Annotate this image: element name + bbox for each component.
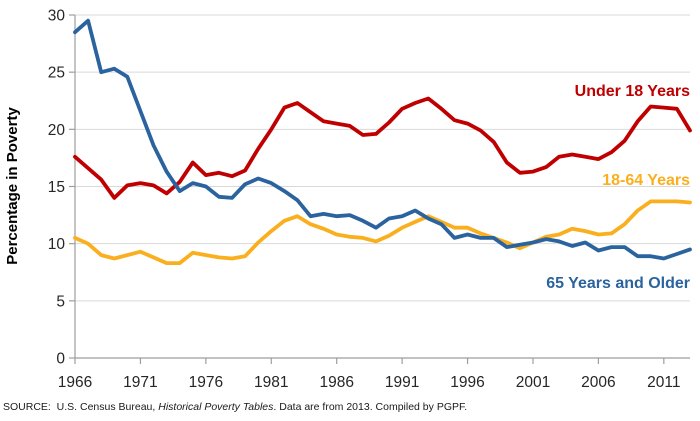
- series-label-18-64: 18-64 Years: [602, 172, 690, 189]
- series-lines: [73, 18, 692, 266]
- x-tick-label-1991: 1991: [385, 374, 419, 391]
- x-tick-label-1966: 1966: [58, 374, 92, 391]
- axis-ticks: [69, 14, 665, 364]
- series-label-65-and-older: 65 Years and Older: [546, 275, 690, 292]
- y-axis-title: Percentage in Poverty: [4, 107, 21, 265]
- x-tick-label-1986: 1986: [319, 374, 353, 391]
- x-tick-label-2011: 2011: [647, 374, 680, 391]
- source-prefix: SOURCE: U.S. Census Bureau,: [3, 401, 159, 413]
- x-tick-label-2006: 2006: [581, 374, 615, 391]
- y-tick-label-25: 25: [48, 65, 65, 82]
- y-tick-label-5: 5: [56, 293, 65, 310]
- source-publication: Historical Poverty Tables: [158, 401, 274, 413]
- axis-tick-labels: 0 5 10 15 20 25 30 1966 1971 1976 1981 1986 1991 1996…: [48, 8, 681, 392]
- y-tick-label-0: 0: [56, 351, 65, 368]
- series-line-2: [73, 18, 692, 261]
- source-note: SOURCE: U.S. Census Bureau, Historical P…: [3, 401, 467, 413]
- series-label-under-18: Under 18 Years: [575, 83, 690, 100]
- y-tick-label-15: 15: [48, 179, 65, 196]
- chart-canvas: 0 5 10 15 20 25 30 1966 1971 1976 1981 1986 1991 1996…: [4, 8, 692, 392]
- y-tick-label-10: 10: [48, 236, 66, 253]
- x-tick-label-1996: 1996: [450, 374, 484, 391]
- y-tick-label-30: 30: [48, 8, 66, 25]
- x-tick-label-1981: 1981: [254, 374, 288, 391]
- x-tick-label-2001: 2001: [516, 374, 550, 391]
- y-tick-label-20: 20: [48, 122, 66, 139]
- series-line-0: [73, 96, 692, 200]
- x-tick-label-1971: 1971: [123, 374, 157, 391]
- x-tick-label-1976: 1976: [189, 374, 223, 391]
- series-line-1: [73, 199, 692, 266]
- source-suffix: . Data are from 2013. Compiled by PGPF.: [273, 401, 468, 413]
